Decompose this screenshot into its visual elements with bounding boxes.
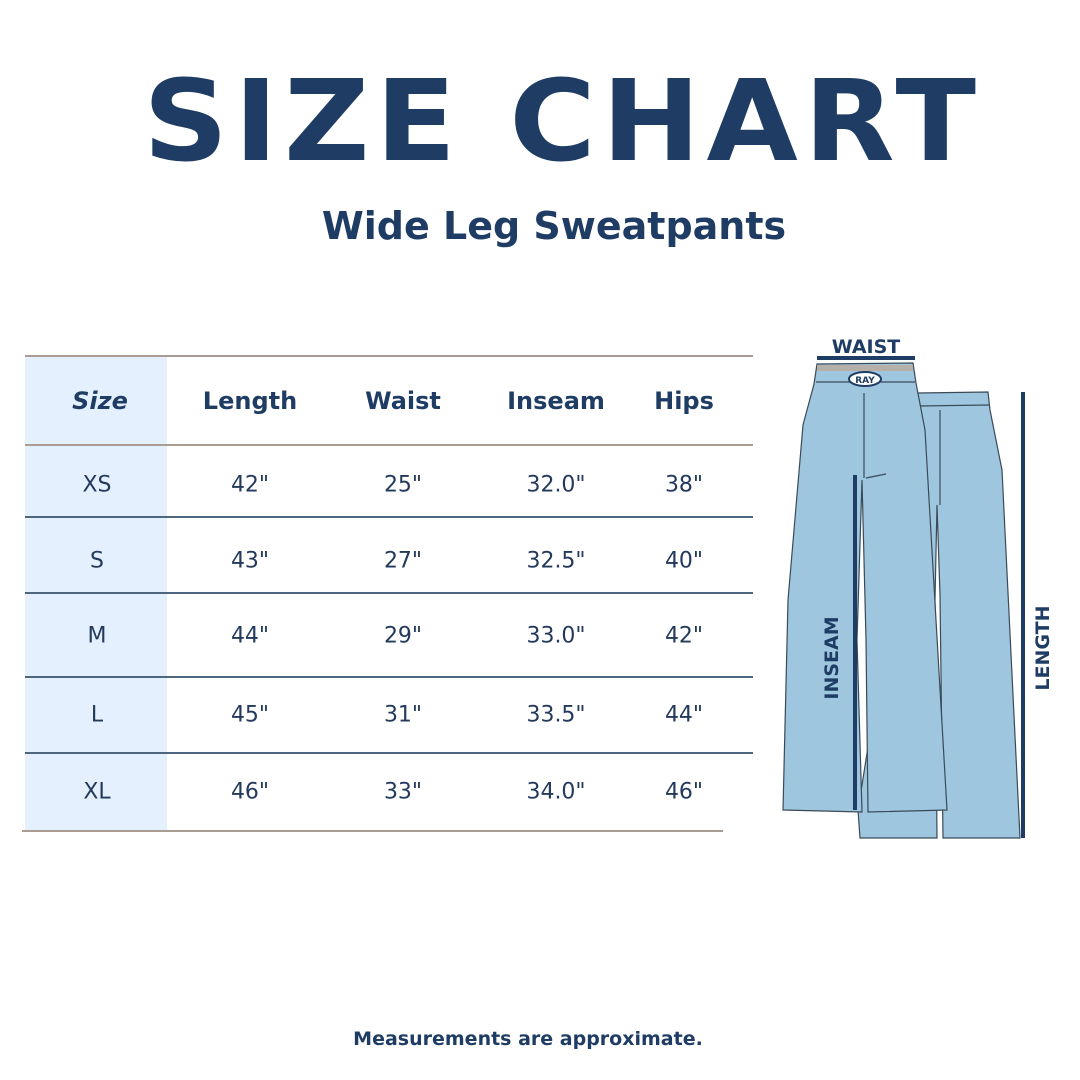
cell-inseam: 32.5" [526, 548, 586, 574]
cell-waist: 33" [383, 779, 423, 805]
divider [25, 516, 753, 518]
cell-waist: 31" [383, 702, 423, 728]
length-label: LENGTH [1032, 605, 1054, 690]
divider [22, 830, 723, 832]
cell-size: S [90, 548, 104, 574]
cell-hips: 40" [664, 548, 704, 574]
divider [25, 444, 753, 446]
cell-size: XL [83, 779, 111, 805]
cell-inseam: 34.0" [526, 779, 586, 805]
cell-inseam: 32.0" [526, 472, 586, 498]
cell-hips: 44" [664, 702, 704, 728]
divider [25, 752, 753, 754]
header-waist: Waist [365, 387, 441, 415]
cell-size: XS [82, 472, 112, 498]
cell-size: M [87, 623, 107, 649]
header-length: Length [202, 387, 298, 415]
cell-waist: 29" [383, 623, 423, 649]
front-pants-illustration [782, 362, 948, 813]
cell-waist: 25" [383, 472, 423, 498]
cell-length: 42" [230, 472, 270, 498]
cell-size: L [90, 702, 104, 728]
page-subtitle: Wide Leg Sweatpants [321, 204, 787, 248]
page-title: SIZE CHART [143, 55, 982, 187]
ray-logo-text: RAY [855, 376, 875, 386]
cell-hips: 38" [664, 472, 704, 498]
ray-logo: RAY [848, 371, 882, 387]
cell-length: 46" [230, 779, 270, 805]
header-size: Size [72, 387, 128, 415]
cell-inseam: 33.0" [526, 623, 586, 649]
divider [25, 592, 753, 594]
cell-hips: 42" [664, 623, 704, 649]
header-hips: Hips [654, 387, 714, 415]
inseam-label: INSEAM [821, 616, 843, 699]
cell-length: 45" [230, 702, 270, 728]
divider [25, 676, 753, 678]
cell-waist: 27" [383, 548, 423, 574]
cell-length: 44" [230, 623, 270, 649]
waist-label: WAIST [832, 336, 901, 358]
divider [25, 355, 753, 357]
header-inseam: Inseam [507, 387, 605, 415]
length-measure-line [1021, 392, 1025, 838]
cell-length: 43" [230, 548, 270, 574]
waist-measure-line [817, 356, 915, 360]
cell-hips: 46" [664, 779, 704, 805]
inseam-measure-line [853, 475, 857, 810]
cell-inseam: 33.5" [526, 702, 586, 728]
footer-note: Measurements are approximate. [353, 1028, 703, 1050]
